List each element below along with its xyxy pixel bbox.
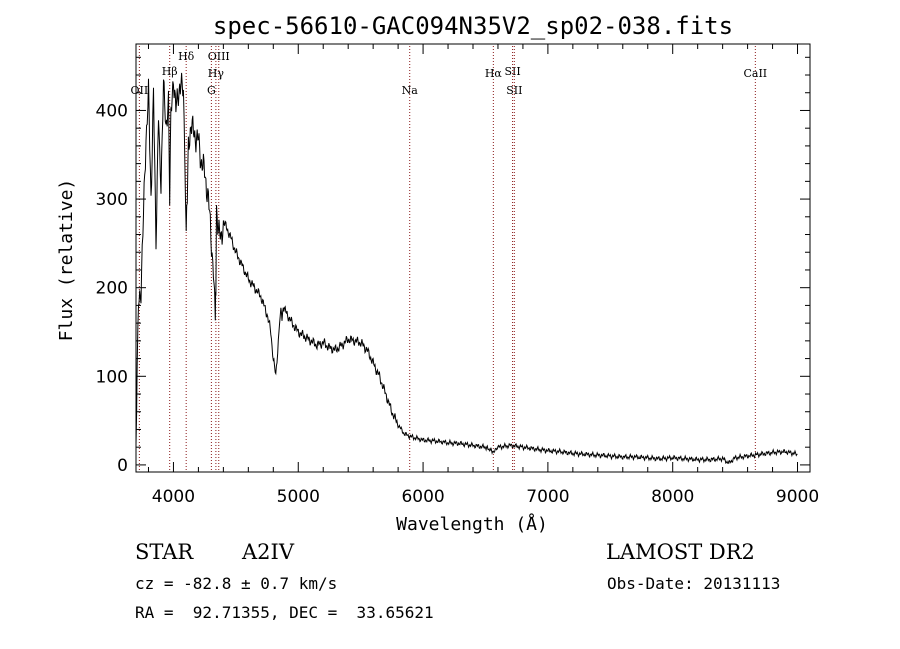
axis-ticks: 4000 5000 6000 7000 8000 9000 0 100 200 300 400 <box>96 44 819 507</box>
y-tick-label: 0 <box>117 456 128 476</box>
reference-line-label: Hδ <box>178 50 195 63</box>
x-tick-label: 4000 <box>152 487 195 507</box>
reference-line-label: OII <box>131 84 149 97</box>
plot-frame <box>135 43 811 473</box>
x-tick-label: 5000 <box>277 487 320 507</box>
reference-line-label: Hα <box>485 67 503 80</box>
y-tick-label: 300 <box>96 190 128 210</box>
redshift-readout: cz = -82.8 ± 0.7 km/s <box>135 574 338 593</box>
reference-line-label: SII <box>506 84 522 97</box>
chart-title: spec-56610-GAC094N35V2_sp02-038.fits <box>213 12 733 40</box>
object-class: STAR <box>135 540 194 564</box>
survey-label: LAMOST DR2 <box>606 540 755 564</box>
y-tick-label: 100 <box>96 367 128 387</box>
coordinates-readout: RA = 92.71355, DEC = 33.65621 <box>135 603 434 622</box>
spectrum-series <box>135 72 798 465</box>
reference-line-label: OIII <box>208 50 230 63</box>
reference-line-label: G <box>207 84 216 97</box>
x-tick-label: 8000 <box>651 487 694 507</box>
x-tick-label: 7000 <box>526 487 569 507</box>
reference-line-label: Na <box>402 84 419 97</box>
x-tick-label: 6000 <box>401 487 444 507</box>
x-tick-label: 9000 <box>776 487 819 507</box>
y-axis-label: Flux (relative) <box>56 179 77 342</box>
x-axis-label: Wavelength (Å) <box>396 513 548 535</box>
reference-line-label: SII <box>504 65 520 78</box>
reference-line-label: Hβ <box>162 65 178 78</box>
y-tick-label: 400 <box>96 101 128 121</box>
reference-line-label: Hγ <box>208 67 225 80</box>
observation-date: Obs-Date: 20131113 <box>607 574 781 593</box>
reference-line-label: CaII <box>743 67 767 80</box>
spectrum-line <box>135 72 798 465</box>
object-subclass: A2IV <box>242 540 294 564</box>
y-tick-label: 200 <box>96 279 128 299</box>
